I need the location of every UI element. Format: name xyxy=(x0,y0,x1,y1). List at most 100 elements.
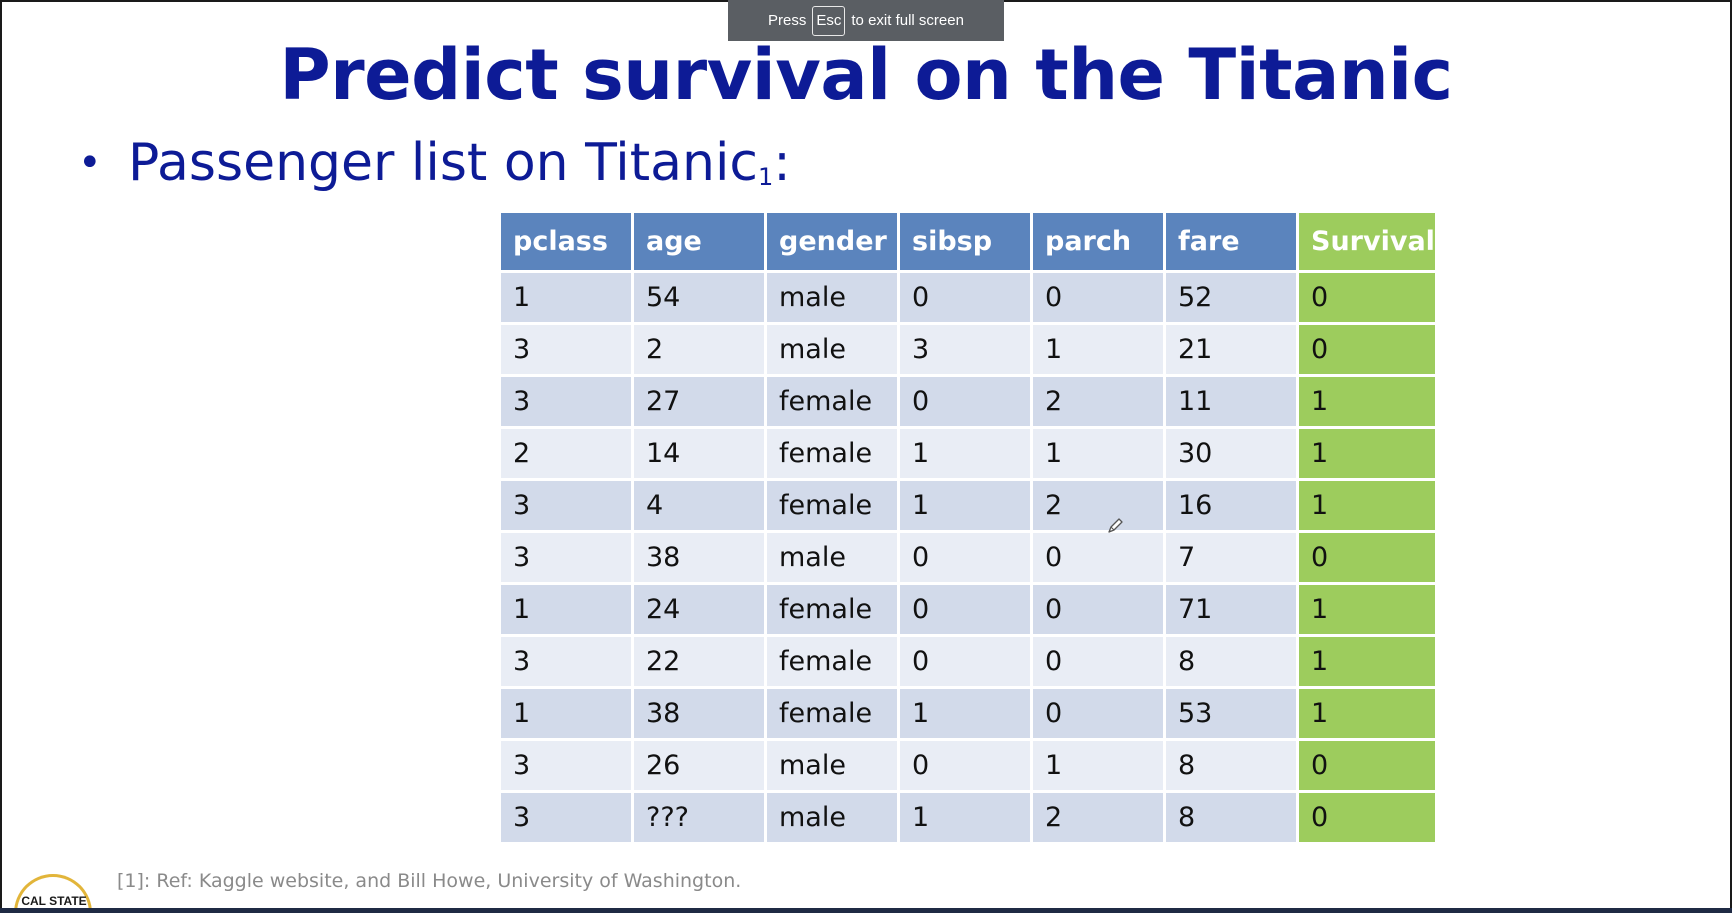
cell-pclass: 3 xyxy=(498,738,634,793)
cell-pclass: 1 xyxy=(498,686,634,741)
fullscreen-message-text: to exit full screen xyxy=(851,12,964,29)
cell-age: 4 xyxy=(631,478,767,533)
logo-text: CAL STATE xyxy=(21,894,87,908)
cell-survival: 0 xyxy=(1296,322,1438,377)
cell-fare: 21 xyxy=(1163,322,1299,377)
cell-fare: 30 xyxy=(1163,426,1299,481)
cell-age: 54 xyxy=(631,270,767,325)
passenger-table: pclass age gender sibsp parch fare Survi… xyxy=(498,210,1438,845)
cell-sibsp: 1 xyxy=(897,426,1033,481)
cell-age: 38 xyxy=(631,686,767,741)
cell-survival: 1 xyxy=(1296,634,1438,689)
cell-parch: 0 xyxy=(1030,634,1166,689)
cell-sibsp: 3 xyxy=(897,322,1033,377)
cell-gender: male xyxy=(764,530,900,585)
cell-sibsp: 0 xyxy=(897,582,1033,637)
cell-fare: 71 xyxy=(1163,582,1299,637)
cell-sibsp: 1 xyxy=(897,478,1033,533)
cell-gender: female xyxy=(764,426,900,481)
table-row: 1 24 female 0 0 71 1 xyxy=(498,582,1438,637)
cell-pclass: 3 xyxy=(498,634,634,689)
cell-survival: 1 xyxy=(1296,478,1438,533)
column-header-pclass: pclass xyxy=(498,210,634,273)
fullscreen-exit-notice: Press Esc to exit full screen xyxy=(728,0,1004,41)
table-header-row: pclass age gender sibsp parch fare Survi… xyxy=(498,210,1438,273)
cal-state-logo: CAL STATE xyxy=(14,872,96,913)
cell-gender: female xyxy=(764,634,900,689)
bullet-text: Passenger list on Titanic xyxy=(128,133,758,193)
cell-parch: 1 xyxy=(1030,322,1166,377)
table-body: 1 54 male 0 0 52 0 3 2 male 3 1 21 0 3 27 female 0 2 11 1 2 14… xyxy=(498,270,1438,845)
cell-survival: 0 xyxy=(1296,790,1438,845)
table-row: 3 4 female 1 2 16 1 xyxy=(498,478,1438,533)
bullet-suffix: : xyxy=(773,133,791,193)
cell-sibsp: 1 xyxy=(897,790,1033,845)
cell-sibsp: 0 xyxy=(897,374,1033,429)
table-row: 1 38 female 1 0 53 1 xyxy=(498,686,1438,741)
cell-pclass: 3 xyxy=(498,478,634,533)
cell-gender: female xyxy=(764,686,900,741)
cell-fare: 7 xyxy=(1163,530,1299,585)
cell-survival: 1 xyxy=(1296,426,1438,481)
slide-title: Predict survival on the Titanic xyxy=(279,34,1453,116)
bottom-taskbar-strip xyxy=(0,908,1732,913)
cell-sibsp: 0 xyxy=(897,738,1033,793)
cell-gender: male xyxy=(764,322,900,377)
column-header-age: age xyxy=(631,210,767,273)
cell-gender: male xyxy=(764,790,900,845)
footnote-marker: 1 xyxy=(758,163,774,191)
cell-parch: 1 xyxy=(1030,738,1166,793)
cell-parch: 2 xyxy=(1030,790,1166,845)
table-row: 3 38 male 0 0 7 0 xyxy=(498,530,1438,585)
column-header-fare: fare xyxy=(1163,210,1299,273)
cell-gender: male xyxy=(764,270,900,325)
table-row: 3 22 female 0 0 8 1 xyxy=(498,634,1438,689)
cell-parch: 2 xyxy=(1030,478,1166,533)
cell-pclass: 3 xyxy=(498,530,634,585)
cell-fare: 8 xyxy=(1163,634,1299,689)
cell-gender: female xyxy=(764,582,900,637)
cell-age: 22 xyxy=(631,634,767,689)
cell-fare: 8 xyxy=(1163,790,1299,845)
cell-pclass: 2 xyxy=(498,426,634,481)
cell-gender: female xyxy=(764,374,900,429)
cell-survival: 0 xyxy=(1296,270,1438,325)
cell-pclass: 3 xyxy=(498,322,634,377)
cell-parch: 0 xyxy=(1030,530,1166,585)
cell-parch: 2 xyxy=(1030,374,1166,429)
table-row: 3 26 male 0 1 8 0 xyxy=(498,738,1438,793)
column-header-survival: Survival xyxy=(1296,210,1438,273)
cell-fare: 11 xyxy=(1163,374,1299,429)
cell-age: 2 xyxy=(631,322,767,377)
footnote-reference: [1]: Ref: Kaggle website, and Bill Howe,… xyxy=(117,870,742,892)
cell-parch: 0 xyxy=(1030,686,1166,741)
cell-age: 14 xyxy=(631,426,767,481)
table-row: 2 14 female 1 1 30 1 xyxy=(498,426,1438,481)
cell-gender: male xyxy=(764,738,900,793)
cell-survival: 0 xyxy=(1296,738,1438,793)
column-header-sibsp: sibsp xyxy=(897,210,1033,273)
column-header-parch: parch xyxy=(1030,210,1166,273)
cell-fare: 8 xyxy=(1163,738,1299,793)
bullet-dot-icon: • xyxy=(78,140,102,186)
cell-age: 26 xyxy=(631,738,767,793)
cell-pclass: 1 xyxy=(498,270,634,325)
cell-age: 24 xyxy=(631,582,767,637)
fullscreen-press-text: Press xyxy=(768,12,807,29)
table-row: 3??? male 1 2 8 0 xyxy=(498,790,1438,845)
cell-parch: 0 xyxy=(1030,270,1166,325)
cell-sibsp: 0 xyxy=(897,530,1033,585)
cell-sibsp: 0 xyxy=(897,270,1033,325)
cell-parch: 0 xyxy=(1030,582,1166,637)
cell-pclass: 3 xyxy=(498,790,634,845)
cell-survival: 1 xyxy=(1296,374,1438,429)
cell-age: ??? xyxy=(631,790,767,845)
bullet-passenger-list: • Passenger list on Titanic1: xyxy=(78,130,791,196)
cell-gender: female xyxy=(764,478,900,533)
cell-pclass: 3 xyxy=(498,374,634,429)
cell-pclass: 1 xyxy=(498,582,634,637)
cell-age: 38 xyxy=(631,530,767,585)
cell-survival: 1 xyxy=(1296,686,1438,741)
column-header-gender: gender xyxy=(764,210,900,273)
cell-sibsp: 0 xyxy=(897,634,1033,689)
